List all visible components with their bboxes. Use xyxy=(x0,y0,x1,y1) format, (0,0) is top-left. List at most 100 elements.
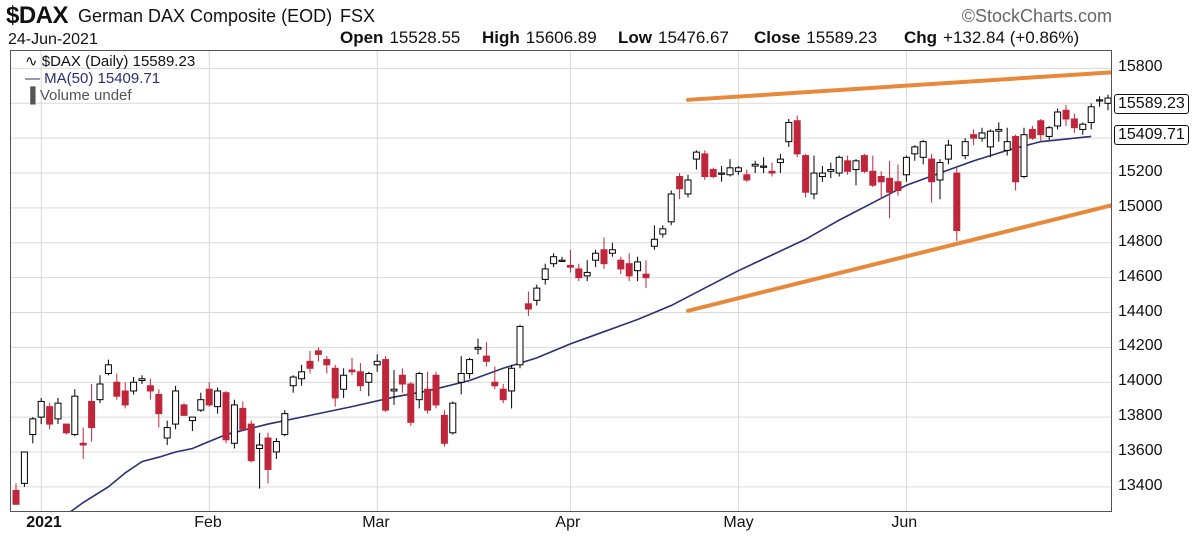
price-chart-area[interactable]: ∿ $DAX (Daily) 15589.23 — MA(50) 15409.7… xyxy=(10,50,1112,512)
candle-body xyxy=(1070,118,1078,129)
candle-body xyxy=(96,383,104,401)
y-tick-label: 14000 xyxy=(1118,372,1163,390)
symbol-title: $DAX xyxy=(6,2,69,29)
candle-body xyxy=(802,155,810,193)
candle-body xyxy=(491,381,499,387)
candle-body xyxy=(575,268,583,279)
exchange-label: FSX xyxy=(340,6,376,26)
candle-body xyxy=(768,170,776,174)
high-readout: High 15606.89 xyxy=(482,28,597,48)
candle-body xyxy=(1079,123,1087,130)
change-value: +132.84 (+0.86%) xyxy=(943,28,1080,47)
candle-body xyxy=(306,360,314,369)
candle-body xyxy=(247,423,255,462)
candle-body xyxy=(205,388,213,406)
candle-body xyxy=(1020,134,1028,178)
candle-body xyxy=(617,259,625,270)
candle-body xyxy=(961,141,969,157)
candle-body xyxy=(592,252,600,261)
candle-body xyxy=(130,381,138,392)
open-label: Open xyxy=(340,28,384,47)
high-label: High xyxy=(482,28,520,47)
candle-body xyxy=(54,402,62,420)
x-tick-label: May xyxy=(723,514,754,531)
candle-body xyxy=(88,400,96,429)
candle-body xyxy=(356,371,364,387)
candle-body xyxy=(692,151,700,160)
change-label: Chg xyxy=(904,28,938,47)
candle-body xyxy=(499,388,507,401)
candle-body xyxy=(676,176,684,190)
candle-body xyxy=(37,400,45,418)
candle-body xyxy=(760,165,768,168)
candle-body xyxy=(911,146,919,155)
low-label: Low xyxy=(618,28,652,47)
candle-body xyxy=(541,268,549,280)
candle-body xyxy=(709,169,717,178)
open-value: 15528.55 xyxy=(389,28,461,47)
candle-body xyxy=(852,160,860,171)
candle-body xyxy=(944,144,952,160)
candle-body xyxy=(743,174,751,181)
candle-body xyxy=(214,390,222,408)
candle-body xyxy=(474,346,482,350)
change-readout: Chg +132.84 (+0.86%) xyxy=(904,28,1079,48)
candle-body xyxy=(970,134,978,139)
candle-body xyxy=(424,388,432,411)
candle-body xyxy=(155,393,163,415)
trendline xyxy=(686,70,1111,102)
candle-body xyxy=(701,153,709,178)
candle-body xyxy=(197,399,205,411)
y-tick-label: 14800 xyxy=(1118,232,1163,250)
candle-body xyxy=(314,350,322,355)
candle-body xyxy=(1012,135,1020,183)
candle-body xyxy=(844,160,852,172)
candle-body xyxy=(508,367,516,392)
candle-body xyxy=(272,441,280,453)
candle-body xyxy=(12,489,20,505)
candle-body xyxy=(466,359,474,375)
candle-body xyxy=(121,390,129,406)
x-tick-label: Mar xyxy=(362,514,390,531)
y-tick-label: 14600 xyxy=(1118,267,1163,285)
y-tick-label: 15200 xyxy=(1118,163,1163,181)
candle-body xyxy=(600,249,608,265)
chart-header: $DAX German DAX Composite (EOD) FSX ©Sto… xyxy=(0,0,1200,50)
y-tick-label: 13600 xyxy=(1118,441,1163,459)
candle-body xyxy=(382,359,390,411)
y-tick-label: 14400 xyxy=(1118,302,1163,320)
candle-body xyxy=(718,172,726,175)
candle-body xyxy=(172,390,180,425)
candle-body xyxy=(751,163,759,167)
candle-body xyxy=(793,120,801,155)
candle-body xyxy=(138,378,146,382)
candle-body xyxy=(877,176,885,183)
candle-body xyxy=(936,162,944,181)
candlestick-chart xyxy=(11,51,1111,511)
candle-body xyxy=(188,416,196,422)
candle-body xyxy=(1096,99,1104,102)
candle-body xyxy=(1003,141,1011,151)
candle-body xyxy=(222,392,230,441)
index-name: German DAX Composite (EOD) xyxy=(78,6,333,26)
candle-body xyxy=(449,402,457,434)
close-label: Close xyxy=(754,28,801,47)
candle-body xyxy=(634,261,642,272)
candle-body xyxy=(340,374,348,390)
chart-date: 24-Jun-2021 xyxy=(8,31,98,48)
x-tick-label: Jun xyxy=(891,514,918,531)
candle-body xyxy=(550,256,558,265)
candle-body xyxy=(398,374,406,385)
low-readout: Low 15476.67 xyxy=(618,28,729,48)
candle-body xyxy=(180,404,188,416)
candle-body xyxy=(642,273,650,279)
candle-body xyxy=(928,158,936,183)
legend-volume-text: Volume undef xyxy=(39,87,132,104)
candle-body xyxy=(289,376,297,387)
candle-body xyxy=(524,303,532,310)
legend-price: ∿ $DAX (Daily) 15589.23 xyxy=(25,54,195,70)
candle-body xyxy=(373,360,381,366)
candle-body xyxy=(323,359,331,366)
candle-body xyxy=(440,414,448,444)
candle-body xyxy=(1104,97,1111,104)
